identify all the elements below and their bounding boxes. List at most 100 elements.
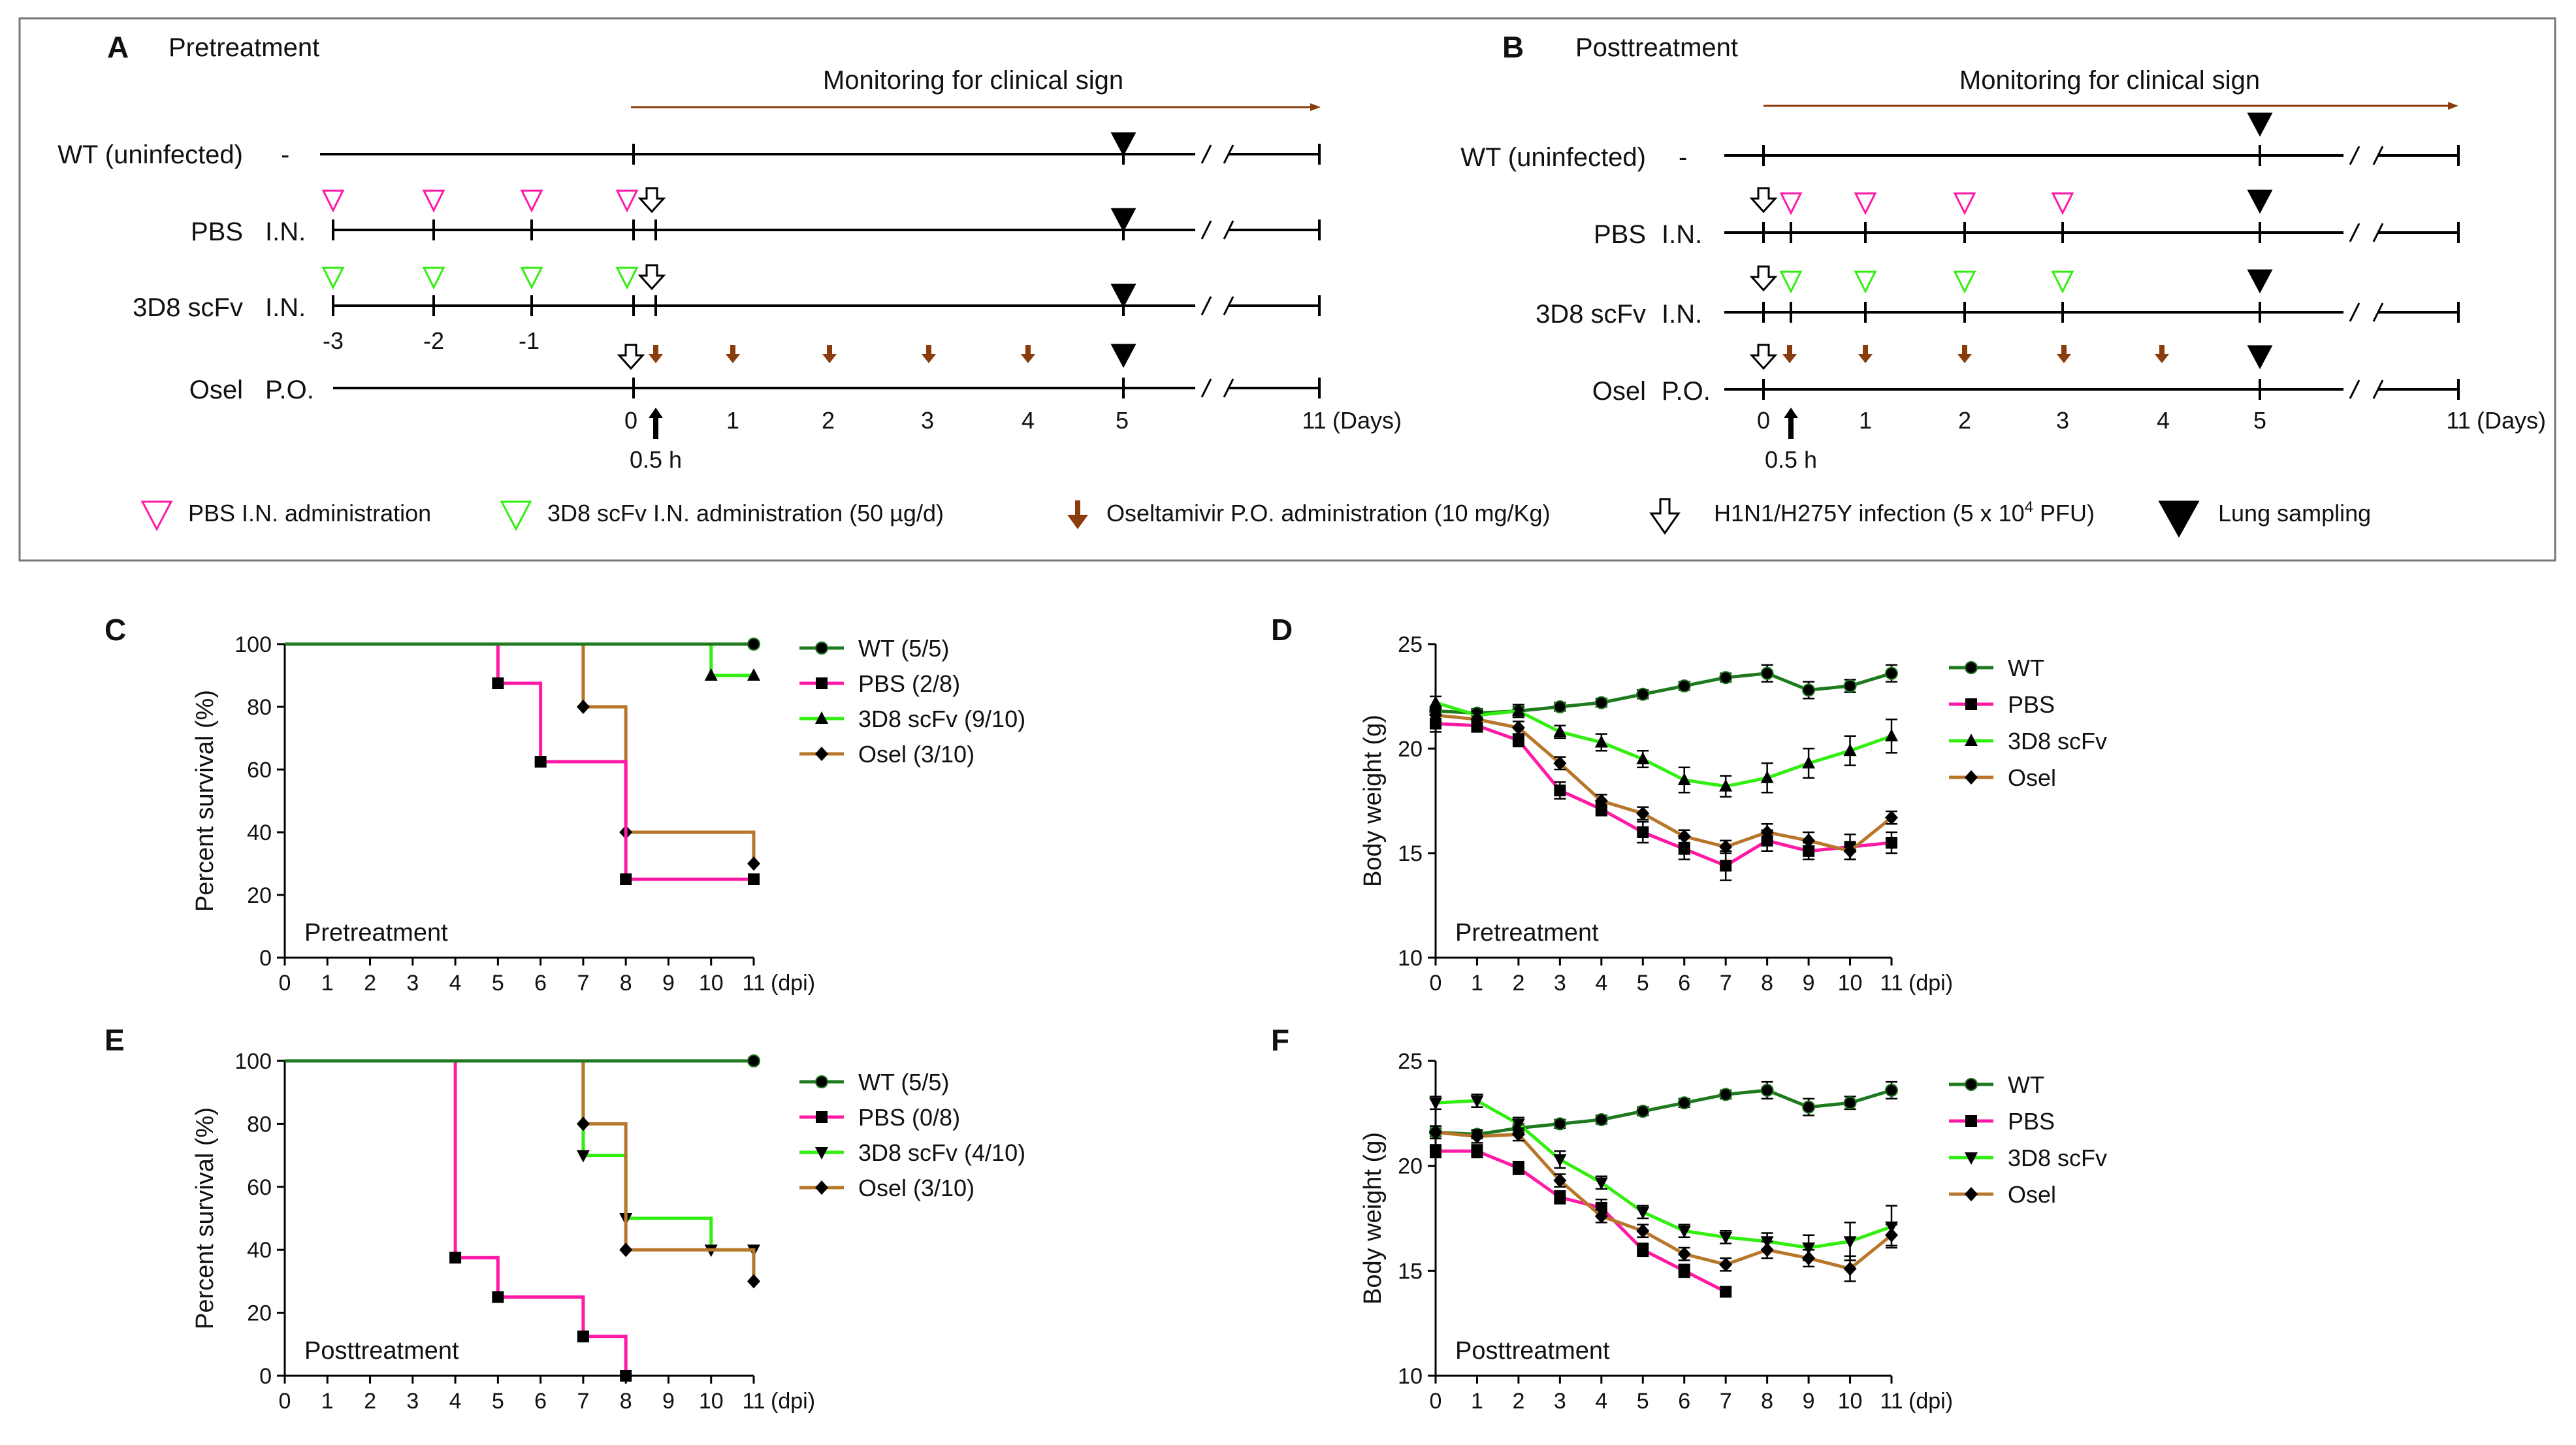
data-point-pbs: [1430, 717, 1441, 730]
x-tick-label: 9: [1803, 971, 1815, 996]
x-tick-label: 5: [492, 971, 504, 996]
oseltamivir-arrow-icon: [1957, 345, 1972, 363]
lung-sampling-legend-icon: [2158, 500, 2200, 538]
oseltamivir-arrow-icon: [922, 345, 936, 363]
data-point-osel: [1594, 1209, 1608, 1224]
day-label-b-3: 3: [2056, 407, 2069, 434]
data-point-scfv: [1802, 756, 1816, 769]
scfv-in-icon: [1854, 270, 1877, 294]
data-point-scfv: [1470, 1096, 1484, 1109]
x-axis-unit: (dpi): [1908, 971, 1953, 996]
data-point-pbs: [449, 1252, 462, 1264]
oseltamivir-legend-icon: [1067, 500, 1088, 529]
timeline-a-wt-break-mark: [1223, 144, 1234, 164]
scfv-in-icon: [520, 267, 543, 290]
x-tick-label: 4: [449, 1389, 462, 1414]
legend-marker-scfv: [815, 711, 828, 724]
timeline-a-osel-break-mark: [1223, 378, 1234, 398]
lung-sampling-icon: [1110, 284, 1136, 308]
data-point-wt: [1553, 700, 1567, 713]
series-line-wt: [1435, 672, 1892, 715]
timeline-b-osel-break-mark: [2372, 380, 2384, 399]
x-tick-label: 1: [1471, 1389, 1483, 1414]
pbs-in-icon: [321, 189, 345, 213]
x-tick-label: 2: [1512, 971, 1524, 996]
data-point-osel: [1885, 1227, 1898, 1242]
scfv-in-icon: [422, 267, 445, 290]
chart-d: D 10 15 20 25 0 1 2 3 4 5 6 7 8 9 10 11 (dpi) Body weight …: [1271, 613, 2107, 996]
panel-title-a: Pretreatment: [169, 33, 319, 62]
legend-infection-text: H1N1/H275Y infection (5 x 10: [1714, 500, 2025, 527]
x-tick-label: 3: [1554, 971, 1566, 996]
day-label-a-4: 4: [1022, 407, 1035, 434]
x-tick-label: 4: [449, 971, 462, 996]
x-tick-label: 10: [699, 971, 724, 996]
legend-marker-osel: [815, 747, 828, 761]
x-tick-label: 3: [406, 971, 419, 996]
days-unit-b: (Days): [2477, 407, 2546, 434]
data-point-pbs: [1554, 785, 1566, 796]
data-point-osel: [1885, 810, 1898, 825]
timeline-a-scfv-break-mark: [1200, 296, 1212, 316]
infection-legend-icon: [1649, 498, 1681, 535]
day-label-b-5: 5: [2253, 407, 2266, 434]
x-tick-label: 6: [534, 1389, 547, 1414]
oseltamivir-arrow-icon: [726, 345, 740, 363]
infection-arrow-icon: [637, 264, 666, 291]
data-point-pbs: [1637, 826, 1649, 838]
data-point-wt: [1677, 1096, 1691, 1110]
data-point-osel: [1511, 1127, 1525, 1142]
legend-marker-pbs: [1965, 1115, 1977, 1127]
legend-marker-osel: [1965, 1187, 1978, 1201]
legend-lung-sampling-label: Lung sampling: [2218, 500, 2371, 527]
data-point-osel: [1594, 794, 1608, 808]
data-point-pbs: [1554, 1191, 1566, 1203]
panel-title-b: Posttreatment: [1575, 33, 1738, 62]
data-point-osel: [576, 700, 590, 714]
schematic-frame: [18, 17, 2556, 562]
x-tick-label: 6: [534, 971, 547, 996]
row-route-b-pbs: I.N.: [1662, 220, 1702, 249]
series-line-pbs: [285, 642, 754, 881]
pbs-in-icon: [1854, 192, 1877, 216]
legend-label-wt: WT (5/5): [858, 1069, 949, 1096]
data-point-wt: [1719, 671, 1733, 685]
y-axis-title: Percent survival (%): [191, 1107, 219, 1329]
chart-f: F 10 15 20 25 0 1 2 3 4 5 6 7 8 9 10 11 (dpi) Body weight …: [1271, 1023, 2107, 1414]
day-label-a-m2: -2: [423, 327, 444, 354]
panel-letter-a: A: [107, 30, 129, 64]
data-point-pbs: [577, 1330, 589, 1342]
timeline-b-wt-break-mark: [2372, 146, 2384, 165]
infection-arrow-icon: [617, 344, 645, 370]
x-tick-label: 6: [1678, 971, 1690, 996]
dose-time-arrow-icon: [1784, 408, 1798, 439]
day-label-a-5: 5: [1116, 407, 1129, 434]
scfv-in-icon: [1953, 270, 1976, 294]
day-label-b-11: 11: [2446, 407, 2470, 434]
legend-label-wt: WT: [2008, 1071, 2044, 1098]
data-point-scfv: [1553, 724, 1567, 738]
data-point-wt: [1594, 1112, 1608, 1126]
series-line-scfv: [1435, 1099, 1892, 1250]
legend-label-pbs: PBS: [2008, 1108, 2055, 1135]
data-point-wt: [1719, 1088, 1733, 1101]
data-point-wt: [747, 1054, 760, 1067]
row-route-b-scfv: I.N.: [1662, 300, 1702, 329]
pbs-in-icon: [1953, 192, 1976, 216]
timeline-b-pbs-break-mark: [2372, 223, 2384, 242]
lung-sampling-icon: [1110, 208, 1136, 233]
data-point-pbs: [748, 873, 760, 885]
x-tick-label: 1: [1471, 971, 1483, 996]
lung-sampling-icon: [1110, 132, 1136, 157]
data-point-osel: [747, 1274, 760, 1289]
data-point-osel: [1429, 707, 1442, 722]
data-point-pbs: [492, 1291, 504, 1303]
data-point-osel: [1802, 833, 1816, 848]
legend-label-pbs: PBS (0/8): [858, 1104, 960, 1131]
legend-marker-wt: [815, 1075, 828, 1088]
row-route-b-osel: P.O.: [1662, 377, 1711, 406]
y-tick-label: 20: [1398, 1154, 1423, 1179]
pbs-in-legend-icon: [140, 500, 173, 532]
data-point-wt: [1802, 1100, 1816, 1114]
panel-letter: C: [105, 613, 126, 647]
